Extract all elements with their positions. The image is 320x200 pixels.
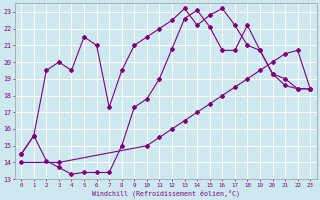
X-axis label: Windchill (Refroidissement éolien,°C): Windchill (Refroidissement éolien,°C): [92, 189, 240, 197]
